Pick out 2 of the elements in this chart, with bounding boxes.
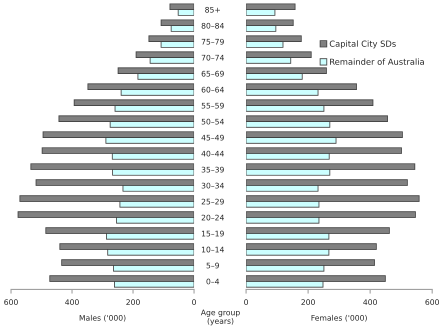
legend-label: Capital City SDs	[330, 40, 396, 48]
legend-label: Remainder of Australia	[330, 58, 424, 65]
